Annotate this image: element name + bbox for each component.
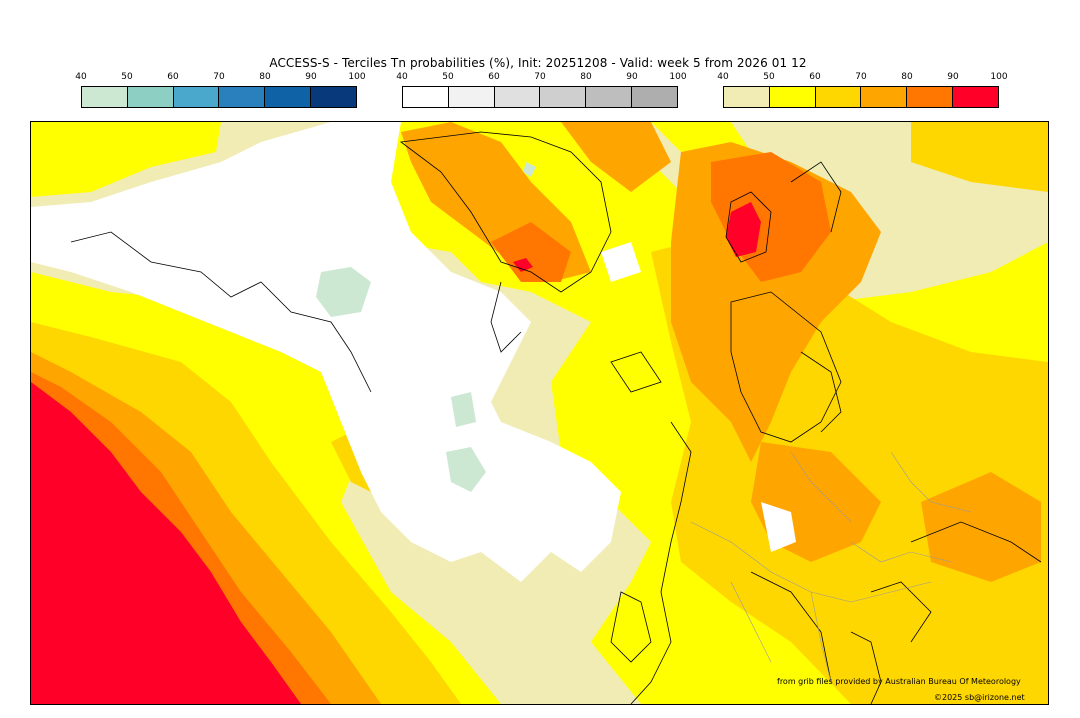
legend-colorbar xyxy=(402,86,678,108)
legend-normal: 40 50 60 70 80 90 100 xyxy=(396,72,687,108)
legend-swatch xyxy=(494,87,541,107)
legend-tick: 50 xyxy=(121,72,133,82)
legend-swatch xyxy=(82,87,128,107)
legend-swatch xyxy=(861,87,908,107)
legend-tick: 80 xyxy=(901,72,913,82)
legend-tick: 70 xyxy=(534,72,546,82)
legend-swatch xyxy=(173,87,220,107)
legend-swatch xyxy=(540,87,587,107)
copyright-credit: ©2025 sb@irizone.net xyxy=(934,693,1025,702)
legend-ticks: 40 50 60 70 80 90 100 xyxy=(717,72,1007,86)
legend-ticks: 40 50 60 70 80 90 100 xyxy=(396,72,686,86)
legend-swatch xyxy=(769,87,816,107)
legend-tick: 60 xyxy=(809,72,821,82)
legend-tick: 100 xyxy=(348,72,366,82)
legend-tick: 100 xyxy=(669,72,687,82)
legend-swatch xyxy=(632,87,677,107)
legend-tick: 80 xyxy=(259,72,271,82)
map-title: ACCESS-S - Terciles Tn probabilities (%)… xyxy=(269,56,807,70)
legend-swatch xyxy=(448,87,495,107)
legend-swatch xyxy=(724,87,770,107)
legend-colorbar xyxy=(81,86,357,108)
legend-tick: 90 xyxy=(626,72,638,82)
legend-swatch xyxy=(586,87,633,107)
legend-colorbar xyxy=(723,86,999,108)
legend-swatch xyxy=(907,87,954,107)
legend-above-normal: 40 50 60 70 80 90 100 xyxy=(717,72,1008,108)
map-canvas xyxy=(31,122,1048,704)
legend-swatch xyxy=(815,87,862,107)
map-shading-green xyxy=(316,162,536,492)
legend-tick: 40 xyxy=(75,72,87,82)
legend-swatch xyxy=(403,87,449,107)
legend-tick: 50 xyxy=(442,72,454,82)
legend-tick: 50 xyxy=(763,72,775,82)
legend-tick: 40 xyxy=(396,72,408,82)
legend-tick: 60 xyxy=(167,72,179,82)
legend-tick: 100 xyxy=(990,72,1008,82)
legend-swatch xyxy=(219,87,266,107)
legend-swatch xyxy=(265,87,312,107)
legend-tick: 90 xyxy=(305,72,317,82)
coastlines xyxy=(70,131,1042,704)
data-source-credit: from grib files provided by Australian B… xyxy=(777,677,1021,686)
legend-tick: 80 xyxy=(580,72,592,82)
probability-map: from grib files provided by Australian B… xyxy=(30,121,1049,705)
legend-swatch xyxy=(127,87,174,107)
legend-swatch xyxy=(311,87,356,107)
legend-tick: 40 xyxy=(717,72,729,82)
legend-swatch xyxy=(953,87,998,107)
legend-ticks: 40 50 60 70 80 90 100 xyxy=(75,72,365,86)
legend-tick: 70 xyxy=(855,72,867,82)
legend-below-normal: 40 50 60 70 80 90 100 xyxy=(75,72,366,108)
legend-tick: 70 xyxy=(213,72,225,82)
legend-tick: 60 xyxy=(488,72,500,82)
legend-tick: 90 xyxy=(947,72,959,82)
map-shading-red xyxy=(31,202,761,704)
country-borders xyxy=(690,451,972,683)
